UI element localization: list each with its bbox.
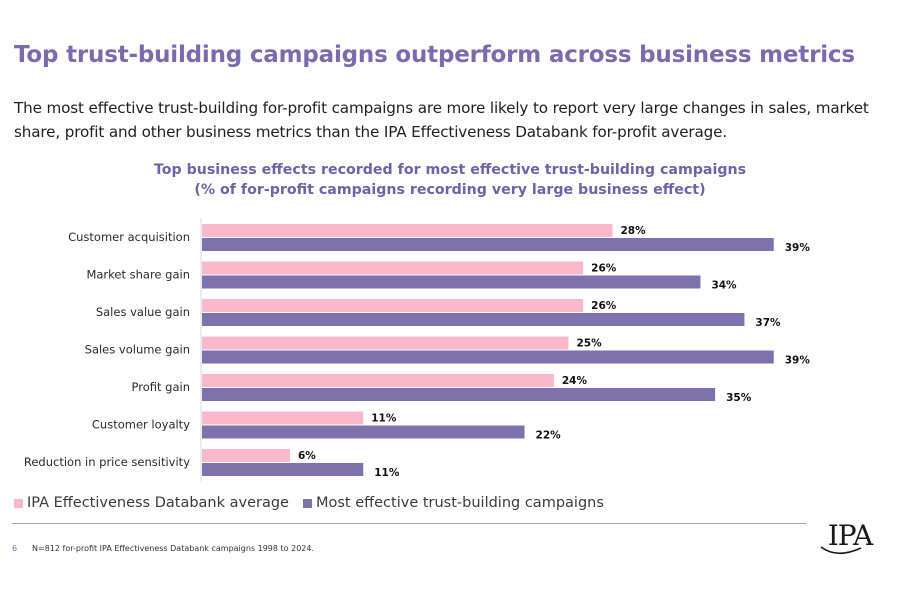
value-label-average-profit-gain: 24% <box>562 375 588 387</box>
legend-swatch-trust <box>302 498 312 508</box>
legend-label-average: IPA Effectiveness Databank average <box>27 495 289 511</box>
bar-average-sales-value-gain <box>202 299 584 312</box>
bars-group: Customer acquisition 28% 39% Market share g… <box>24 224 810 479</box>
value-label-trust-sales-value-gain: 37% <box>755 317 781 329</box>
bar-average-customer-acquisition <box>202 224 613 237</box>
legend-item-trust: Most effective trust-building campaigns <box>302 495 604 511</box>
chart-title-block: Top business effects recorded for most e… <box>0 160 900 200</box>
page-summary: The most effective trust-building for-pr… <box>14 99 869 141</box>
value-label-average-reduction-in-price-sensitivity: 6% <box>298 450 316 462</box>
bar-trust-sales-value-gain <box>202 313 745 326</box>
bar-average-reduction-in-price-sensitivity <box>202 449 290 462</box>
ipa-logo-text: IPA <box>828 519 874 552</box>
page-title: Top trust-building campaigns outperform … <box>14 42 855 68</box>
footer-divider <box>12 523 806 524</box>
value-label-trust-profit-gain: 35% <box>726 392 752 404</box>
legend-item-average: IPA Effectiveness Databank average <box>14 495 289 511</box>
footnote: N=812 for-profit IPA Effectiveness Datab… <box>32 544 315 553</box>
value-label-average-sales-volume-gain: 25% <box>577 338 603 350</box>
bar-average-sales-volume-gain <box>202 336 569 350</box>
category-label-profit-gain: Profit gain <box>132 380 190 394</box>
category-label-sales-volume-gain: Sales volume gain <box>85 343 190 357</box>
category-label-reduction-in-price-sensitivity: Reduction in price sensitivity <box>24 455 190 469</box>
bar-trust-customer-loyalty <box>202 425 525 439</box>
value-label-trust-market-share-gain: 34% <box>711 280 737 292</box>
category-label-customer-loyalty: Customer loyalty <box>92 418 190 432</box>
chart-title: Top business effects recorded for most e… <box>153 162 747 178</box>
bar-trust-reduction-in-price-sensitivity <box>202 463 364 476</box>
bar-average-profit-gain <box>202 374 554 387</box>
chart-subtitle: (% of for-profit campaigns recording ver… <box>194 182 706 198</box>
page-number: 6 <box>12 544 18 553</box>
value-label-average-customer-acquisition: 28% <box>620 225 646 237</box>
chart-legend: IPA Effectiveness Databank average Most … <box>14 495 604 511</box>
category-label-sales-value-gain: Sales value gain <box>96 305 190 319</box>
legend-label-trust: Most effective trust-building campaigns <box>315 495 604 511</box>
value-label-average-sales-value-gain: 26% <box>591 300 617 312</box>
value-label-trust-customer-acquisition: 39% <box>785 242 811 254</box>
value-label-trust-reduction-in-price-sensitivity: 11% <box>374 467 400 479</box>
value-label-trust-customer-loyalty: 22% <box>536 430 562 442</box>
category-label-market-share-gain: Market share gain <box>86 268 190 282</box>
value-label-trust-sales-volume-gain: 39% <box>785 355 811 367</box>
bar-average-customer-loyalty <box>202 411 364 425</box>
ipa-logo: IPA <box>820 519 875 555</box>
value-label-average-market-share-gain: 26% <box>591 263 617 275</box>
bar-trust-profit-gain <box>202 388 716 401</box>
bar-trust-sales-volume-gain <box>202 350 774 364</box>
bar-trust-customer-acquisition <box>202 238 774 251</box>
bar-trust-market-share-gain <box>202 275 701 289</box>
value-label-average-customer-loyalty: 11% <box>371 413 397 425</box>
category-label-customer-acquisition: Customer acquisition <box>68 230 190 244</box>
bar-average-market-share-gain <box>202 261 584 275</box>
legend-swatch-average <box>14 498 23 508</box>
ipa-logo-swoosh <box>820 546 862 555</box>
